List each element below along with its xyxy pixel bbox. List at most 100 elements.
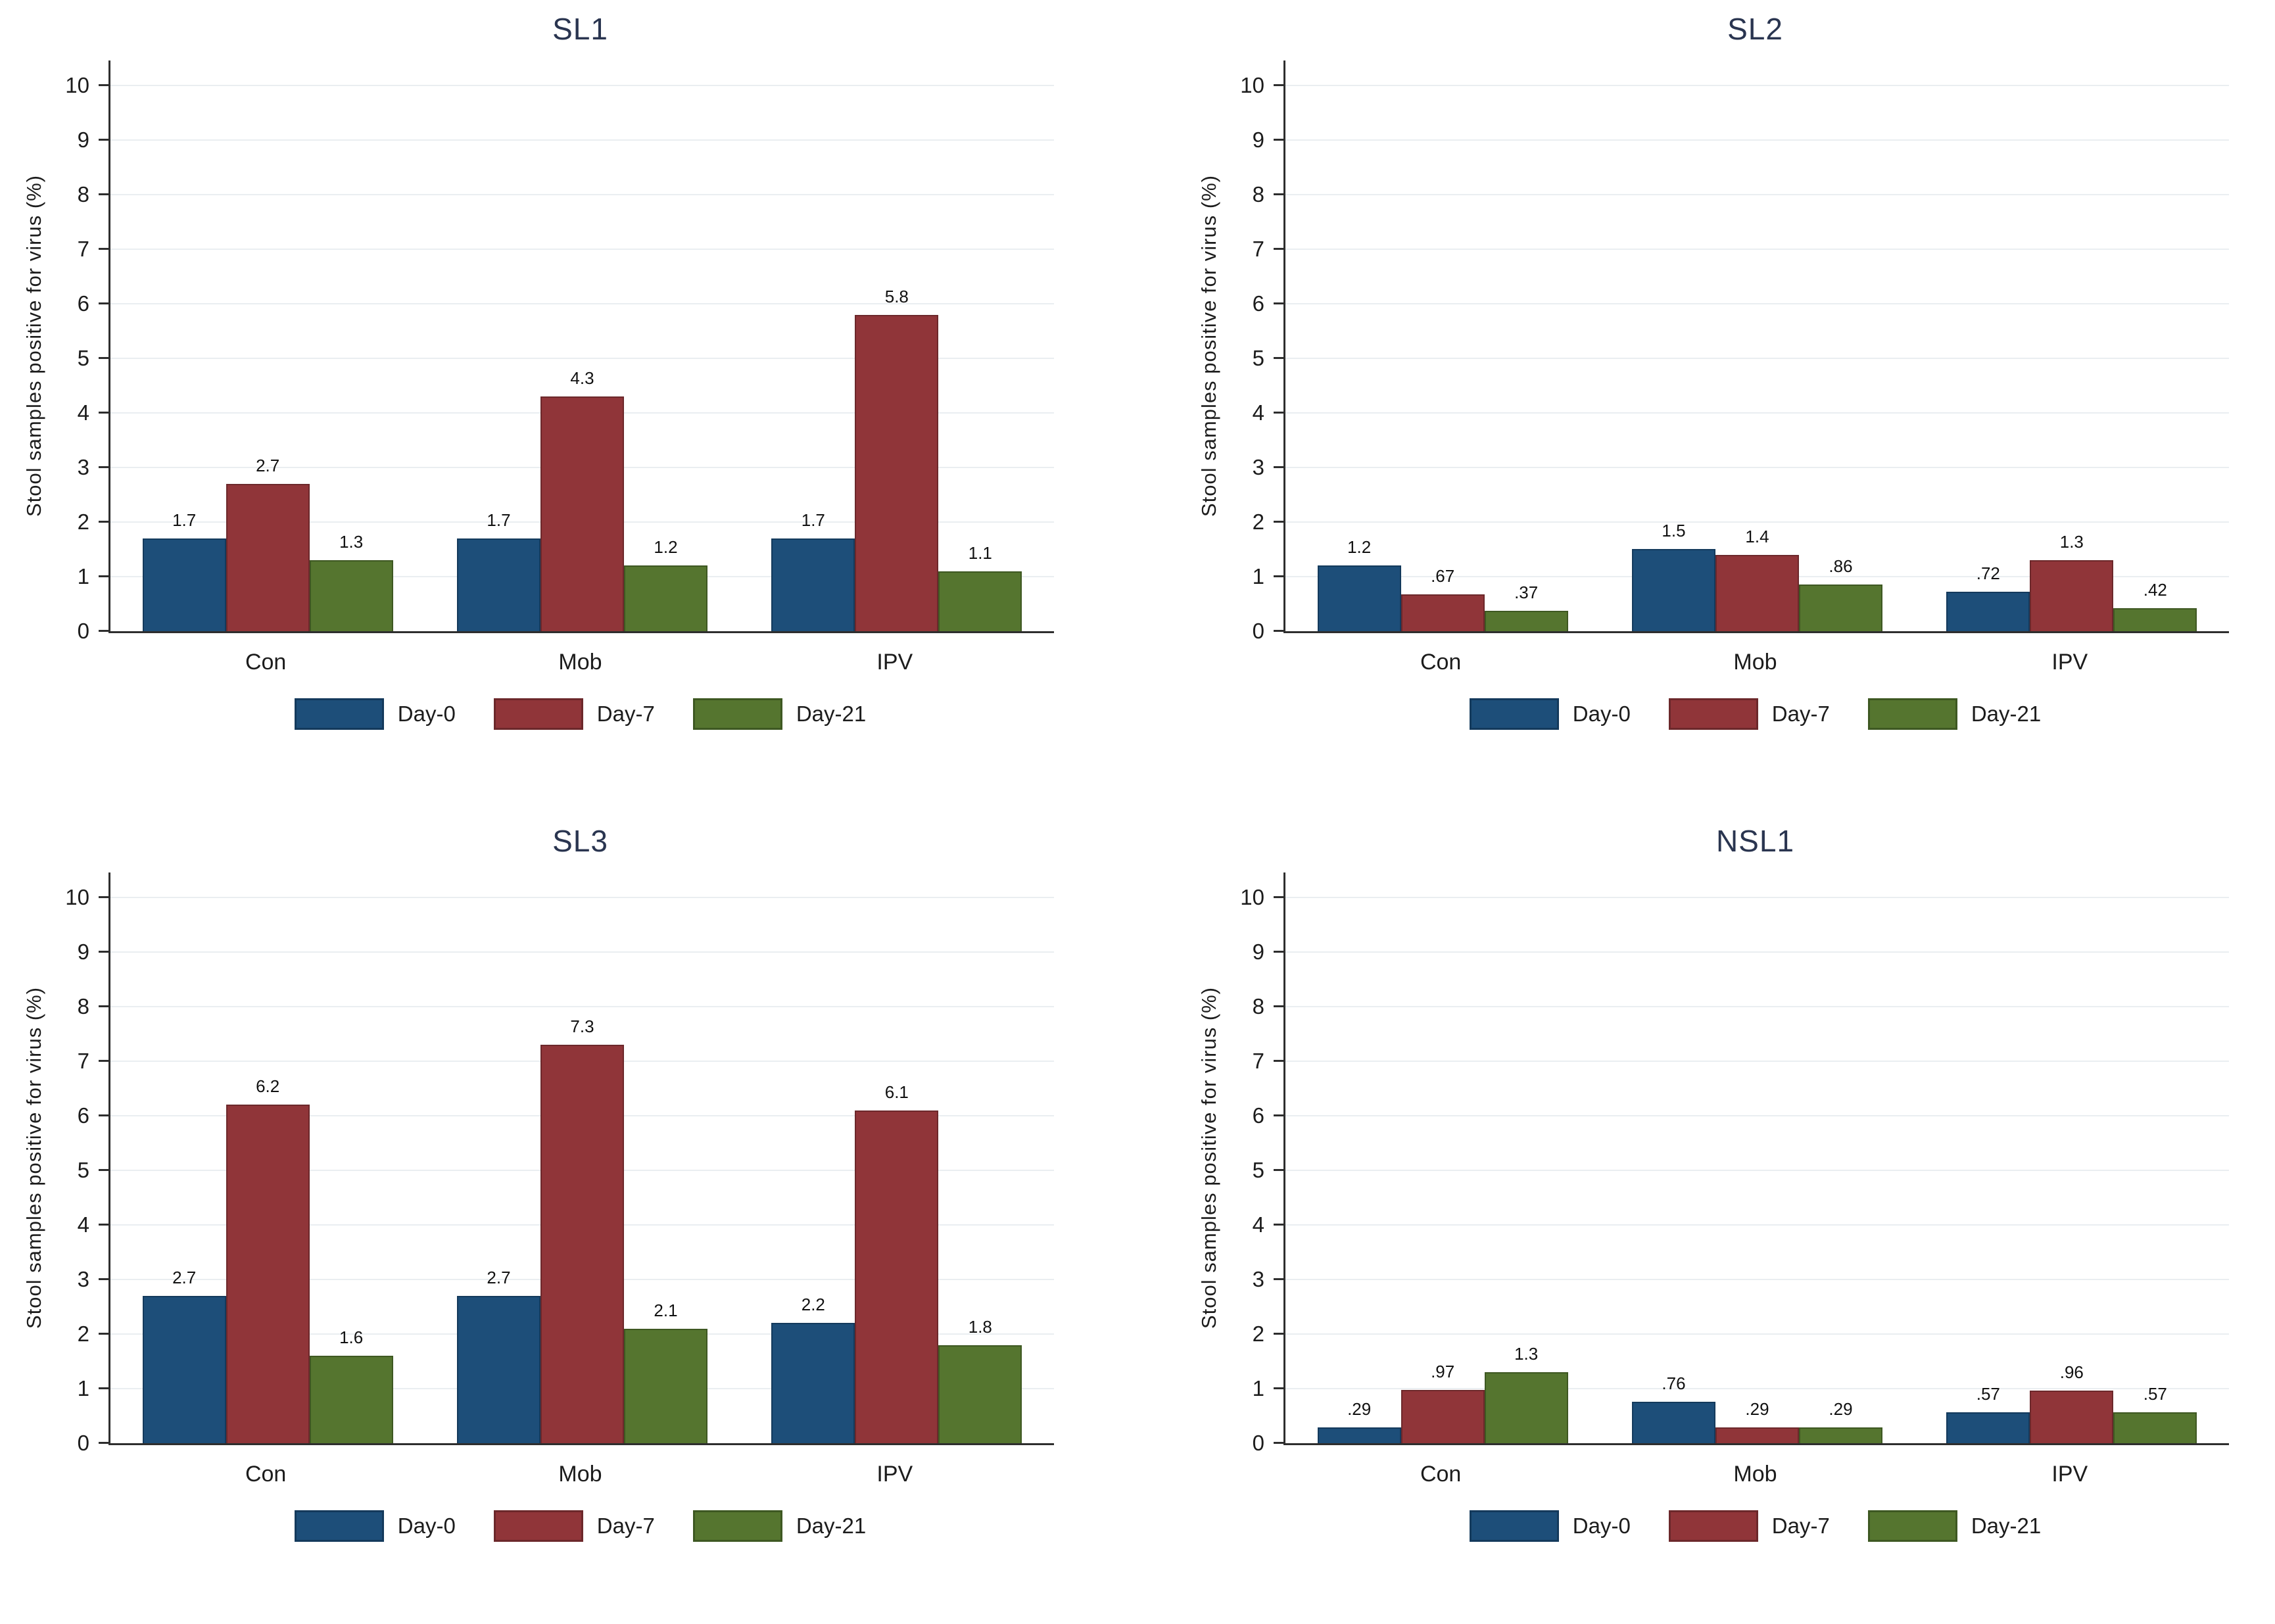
bar-value-nsl1-mob-day-7: .29 [1745, 1399, 1769, 1419]
legend-label-day-7: Day-7 [596, 1514, 655, 1538]
bar-sl3-ipv-day-7 [855, 1111, 939, 1443]
x-category-label-con: Con [245, 650, 287, 675]
y-tick-label-1: 1 [1252, 1376, 1264, 1400]
y-tick-6 [99, 1114, 108, 1116]
gridline-y6 [1285, 1115, 2229, 1116]
bar-sl3-mob-day-7 [540, 1045, 624, 1443]
y-tick-6 [99, 302, 108, 304]
y-tick-5 [99, 357, 108, 359]
gridline-y6 [1285, 303, 2229, 304]
y-tick-label-6: 6 [1252, 291, 1264, 316]
y-tick-label-10: 10 [65, 885, 89, 909]
y-tick-label-9: 9 [1252, 940, 1264, 964]
bar-value-sl3-mob-day-0: 2.7 [487, 1268, 511, 1287]
bar-nsl1-ipv-day-21 [2113, 1412, 2197, 1443]
bar-nsl1-ipv-day-0 [1946, 1412, 2030, 1443]
legend-swatch-day-21 [692, 1510, 782, 1542]
bar-sl3-con-day-21 [309, 1356, 393, 1443]
x-category-label-ipv: IPV [2051, 1462, 2088, 1487]
chart-panel-sl1: SL1 Stool samples positive for virus (%) 0… [0, 0, 1138, 812]
legend-entry-day-21: Day-21 [692, 1510, 867, 1542]
bar-sl3-ipv-day-0 [771, 1323, 855, 1443]
y-tick-label-7: 7 [77, 237, 89, 261]
bar-sl3-con-day-7 [226, 1105, 310, 1443]
y-tick-3 [1274, 1278, 1283, 1280]
gridline-y7 [110, 249, 1054, 250]
bar-sl2-con-day-7 [1401, 594, 1485, 631]
bar-sl3-ipv-day-21 [938, 1345, 1022, 1443]
legend-swatch-day-7 [493, 1510, 583, 1542]
y-tick-label-8: 8 [1252, 182, 1264, 206]
bar-value-sl2-mob-day-0: 1.5 [1662, 521, 1686, 540]
y-tick-2 [99, 1333, 108, 1335]
bar-value-sl3-mob-day-7: 7.3 [570, 1016, 594, 1036]
y-tick-4 [99, 412, 108, 414]
bar-sl1-ipv-day-7 [855, 315, 939, 631]
x-category-label-ipv: IPV [876, 650, 913, 675]
gridline-y5 [110, 358, 1054, 359]
legend-entry-day-0: Day-0 [294, 698, 456, 730]
plot-area-sl2: 0 1 2 3 4 5 6 7 8 9 10 1.2 1.5 .72 .67 1.4 1.3 .37 .86 .42 [1240, 60, 2229, 643]
y-tick-label-4: 4 [77, 400, 89, 425]
bar-value-sl3-con-day-21: 1.6 [339, 1327, 364, 1347]
legend-label-day-21: Day-21 [1971, 1514, 2042, 1538]
legend-entry-day-7: Day-7 [1668, 1510, 1830, 1542]
bar-value-sl1-ipv-day-0: 1.7 [801, 510, 825, 530]
bar-sl1-mob-day-7 [540, 396, 624, 631]
y-tick-8 [1274, 1005, 1283, 1007]
legend-entry-day-7: Day-7 [1668, 698, 1830, 730]
y-tick-label-6: 6 [77, 1103, 89, 1128]
y-tick-label-4: 4 [77, 1212, 89, 1237]
y-tick-label-10: 10 [1240, 73, 1264, 97]
y-tick-label-9: 9 [77, 128, 89, 152]
legend-sl1: Day-0 Day-7 Day-21 [108, 698, 1052, 730]
y-tick-label-0: 0 [77, 619, 89, 643]
legend-entry-day-21: Day-21 [1867, 1510, 2042, 1542]
bar-sl1-mob-day-21 [624, 565, 707, 631]
bar-nsl1-mob-day-7 [1715, 1427, 1799, 1443]
bar-value-nsl1-ipv-day-0: .57 [1976, 1384, 2000, 1404]
y-tick-8 [99, 193, 108, 195]
bar-value-nsl1-ipv-day-7: .96 [2059, 1362, 2084, 1382]
y-tick-1 [99, 575, 108, 577]
y-tick-label-7: 7 [77, 1049, 89, 1073]
y-tick-label-2: 2 [1252, 1322, 1264, 1346]
y-tick-1 [1274, 575, 1283, 577]
chart-panel-inner-sl1: SL1 Stool samples positive for virus (%) 0… [0, 0, 1138, 812]
gridline-y10 [1285, 897, 2229, 898]
gridline-y10 [1285, 85, 2229, 86]
y-tick-3 [99, 1278, 108, 1280]
gridline-y5 [1285, 1170, 2229, 1171]
bar-sl1-con-day-0 [142, 538, 226, 631]
y-tick-label-7: 7 [1252, 237, 1264, 261]
legend-entry-day-7: Day-7 [493, 698, 655, 730]
gridline-y8 [1285, 1006, 2229, 1007]
gridline-y9 [1285, 951, 2229, 953]
legend-swatch-day-7 [1668, 1510, 1758, 1542]
bar-nsl1-con-day-21 [1484, 1372, 1568, 1443]
bar-value-nsl1-con-day-7: .97 [1431, 1362, 1455, 1381]
chart-panel-inner-nsl1: NSL1 Stool samples positive for virus (%)… [1175, 812, 2275, 1624]
y-tick-2 [1274, 521, 1283, 523]
panel-title-nsl1: NSL1 [1715, 824, 1795, 858]
y-tick-1 [1274, 1387, 1283, 1389]
legend-entry-day-0: Day-0 [294, 1510, 456, 1542]
bar-nsl1-con-day-7 [1401, 1390, 1485, 1443]
y-tick-6 [1274, 1114, 1283, 1116]
x-category-label-mob: Mob [558, 650, 602, 675]
bar-sl2-con-day-21 [1484, 611, 1568, 631]
y-tick-8 [99, 1005, 108, 1007]
y-tick-0 [1274, 630, 1283, 632]
y-tick-label-1: 1 [77, 1376, 89, 1400]
y-tick-9 [1274, 139, 1283, 141]
x-category-label-con: Con [1420, 650, 1462, 675]
bar-value-nsl1-mob-day-0: .76 [1662, 1373, 1686, 1393]
legend-nsl1: Day-0 Day-7 Day-21 [1283, 1510, 2227, 1542]
y-tick-label-7: 7 [1252, 1049, 1264, 1073]
bar-sl1-mob-day-0 [457, 538, 540, 631]
y-tick-label-1: 1 [77, 564, 89, 588]
x-category-label-con: Con [245, 1462, 287, 1487]
x-category-label-ipv: IPV [876, 1462, 913, 1487]
y-tick-label-10: 10 [65, 73, 89, 97]
legend-label-day-21: Day-21 [796, 1514, 867, 1538]
